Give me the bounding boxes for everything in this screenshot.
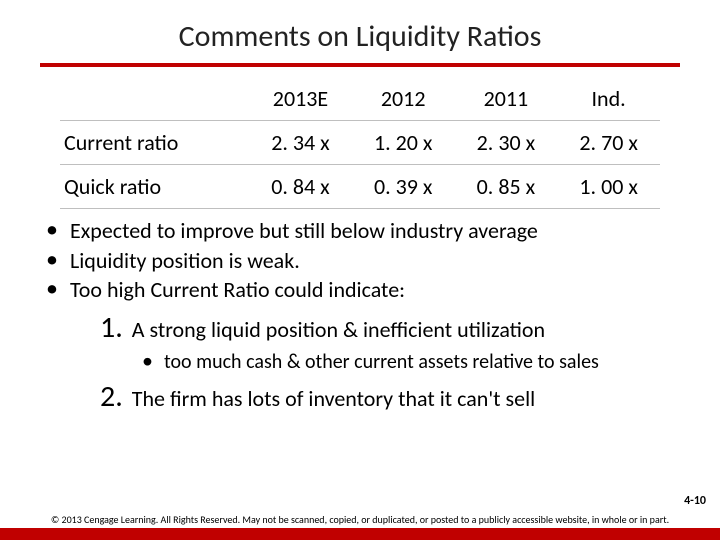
table-row: Quick ratio 0. 84 x 0. 39 x 0. 85 x 1. 0…: [60, 165, 660, 209]
bullet-list: Expected to improve but still below indu…: [40, 217, 680, 416]
page-number: 4-10: [684, 494, 706, 508]
cell: 0. 39 x: [352, 165, 455, 209]
table-row: Current ratio 2. 34 x 1. 20 x 2. 30 x 2.…: [60, 121, 660, 165]
copyright-text: © 2013 Cengage Learning. All Rights Rese…: [0, 513, 720, 526]
slide-title: Comments on Liquidity Ratios: [0, 0, 720, 63]
cell: 0. 85 x: [455, 165, 558, 209]
numbered-text: A strong liquid position & inefficient u…: [132, 316, 545, 343]
col-header-blank: [60, 77, 249, 121]
ratios-table: 2013E 2012 2011 Ind. Current ratio 2. 34…: [60, 77, 660, 209]
col-header-2013e: 2013E: [249, 77, 352, 121]
ratios-table-wrap: 2013E 2012 2011 Ind. Current ratio 2. 34…: [60, 77, 660, 209]
numbered-text: The firm has lots of inventory that it c…: [132, 385, 535, 412]
bottom-accent-bar: [0, 528, 720, 540]
col-header-2012: 2012: [352, 77, 455, 121]
slide: Comments on Liquidity Ratios 2013E 2012 …: [0, 0, 720, 540]
cell: 2. 30 x: [455, 121, 558, 165]
cell: 1. 00 x: [557, 165, 660, 209]
col-header-2011: 2011: [455, 77, 558, 121]
numbered-list: 1. A strong liquid position & inefficien…: [100, 308, 680, 416]
cell: 1. 20 x: [352, 121, 455, 165]
cell: 2. 70 x: [557, 121, 660, 165]
col-header-ind: Ind.: [557, 77, 660, 121]
cell: 2. 34 x: [249, 121, 352, 165]
numbered-item: 1. A strong liquid position & inefficien…: [100, 308, 680, 375]
row-label: Quick ratio: [60, 165, 249, 209]
bullet-item: Liquidity position is weak.: [40, 247, 680, 275]
table-header-row: 2013E 2012 2011 Ind.: [60, 77, 660, 121]
sub-bullet-list: too much cash & other current assets rel…: [140, 349, 680, 375]
num-marker: 1.: [100, 309, 123, 346]
num-marker: 2.: [100, 378, 123, 415]
cell: 0. 84 x: [249, 165, 352, 209]
row-label: Current ratio: [60, 121, 249, 165]
bullet-item: Too high Current Ratio could indicate:: [40, 276, 680, 304]
title-rule: [40, 63, 680, 67]
sub-bullet-item: too much cash & other current assets rel…: [140, 349, 680, 375]
numbered-item: 2. The firm has lots of inventory that i…: [100, 377, 680, 416]
bullet-item: Expected to improve but still below indu…: [40, 217, 680, 245]
